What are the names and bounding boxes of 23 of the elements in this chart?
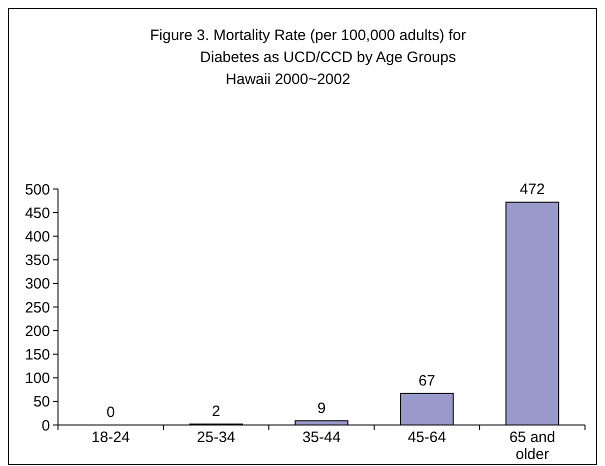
x-tick-label: 18-24 xyxy=(92,429,130,446)
x-tick-label: 35-44 xyxy=(302,429,341,446)
y-tick-label: 250 xyxy=(24,299,50,316)
x-tick-label: 45-64 xyxy=(408,429,446,446)
y-tick-label: 300 xyxy=(24,276,50,293)
x-tick-label: 65 and older xyxy=(509,429,556,463)
y-tick-label: 0 xyxy=(42,417,50,434)
chart-subtitle: Hawaii 2000~2002 xyxy=(226,71,350,88)
y-tick-label: 50 xyxy=(33,394,50,411)
y-tick-label: 150 xyxy=(24,346,50,364)
data-label: 0 xyxy=(106,404,115,421)
chart-title: Figure 3. Mortality Rate (per 100,000 adults) for Diabetes as UCD/CCD by Age Groups xyxy=(150,27,466,66)
y-tick-label: 200 xyxy=(24,322,50,340)
y-tick-label: 500 xyxy=(24,181,50,198)
y-tick-label: 100 xyxy=(24,370,50,388)
y-tick-label: 450 xyxy=(24,204,50,222)
data-label: 472 xyxy=(520,181,545,198)
data-label: 9 xyxy=(317,400,326,417)
y-tick-label: 400 xyxy=(24,228,50,246)
x-tick-label: 25-34 xyxy=(196,429,236,446)
data-label: 67 xyxy=(418,372,436,390)
y-tick-label: 350 xyxy=(24,252,50,270)
data-label: 2 xyxy=(212,403,220,420)
